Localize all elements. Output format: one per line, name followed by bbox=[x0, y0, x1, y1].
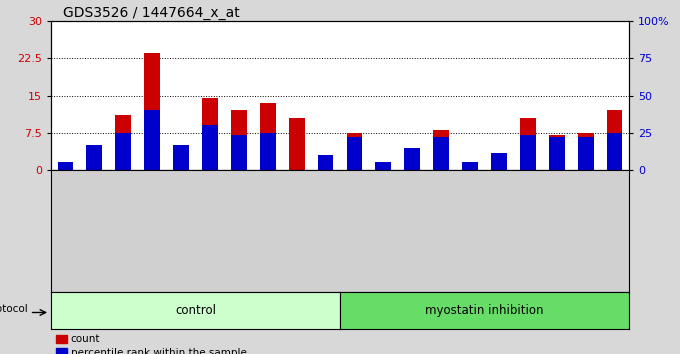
Bar bbox=[231, 135, 247, 170]
Bar bbox=[260, 133, 275, 170]
Bar bbox=[202, 98, 218, 170]
Bar bbox=[375, 162, 391, 170]
Bar bbox=[578, 137, 594, 170]
Bar bbox=[578, 133, 594, 170]
Bar bbox=[347, 133, 362, 170]
Legend: count, percentile rank within the sample: count, percentile rank within the sample bbox=[56, 335, 247, 354]
Bar bbox=[173, 153, 189, 170]
Bar bbox=[144, 110, 160, 170]
Bar bbox=[318, 155, 333, 170]
Text: myostatin inhibition: myostatin inhibition bbox=[425, 304, 544, 317]
Bar bbox=[86, 145, 102, 170]
Bar bbox=[318, 167, 333, 170]
Bar bbox=[116, 115, 131, 170]
Bar bbox=[58, 162, 73, 170]
Bar bbox=[405, 154, 420, 170]
Bar bbox=[491, 160, 507, 170]
Bar bbox=[433, 137, 449, 170]
Bar bbox=[549, 137, 564, 170]
Bar bbox=[116, 133, 131, 170]
Bar bbox=[491, 153, 507, 170]
Bar bbox=[549, 135, 564, 170]
Bar bbox=[173, 145, 189, 170]
Bar bbox=[607, 133, 622, 170]
Bar bbox=[289, 118, 305, 170]
Bar bbox=[462, 162, 478, 170]
Bar bbox=[375, 164, 391, 170]
Bar bbox=[405, 148, 420, 170]
Bar bbox=[231, 110, 247, 170]
Bar bbox=[433, 130, 449, 170]
Text: GDS3526 / 1447664_x_at: GDS3526 / 1447664_x_at bbox=[63, 6, 239, 20]
Bar bbox=[607, 110, 622, 170]
Bar bbox=[347, 137, 362, 170]
Bar bbox=[86, 145, 102, 170]
Bar bbox=[202, 125, 218, 170]
Text: protocol: protocol bbox=[0, 304, 28, 314]
Bar bbox=[520, 135, 536, 170]
Bar bbox=[462, 162, 478, 170]
Bar bbox=[260, 103, 275, 170]
Text: control: control bbox=[175, 304, 216, 317]
Bar bbox=[520, 118, 536, 170]
Bar bbox=[58, 169, 73, 170]
Bar bbox=[144, 53, 160, 170]
